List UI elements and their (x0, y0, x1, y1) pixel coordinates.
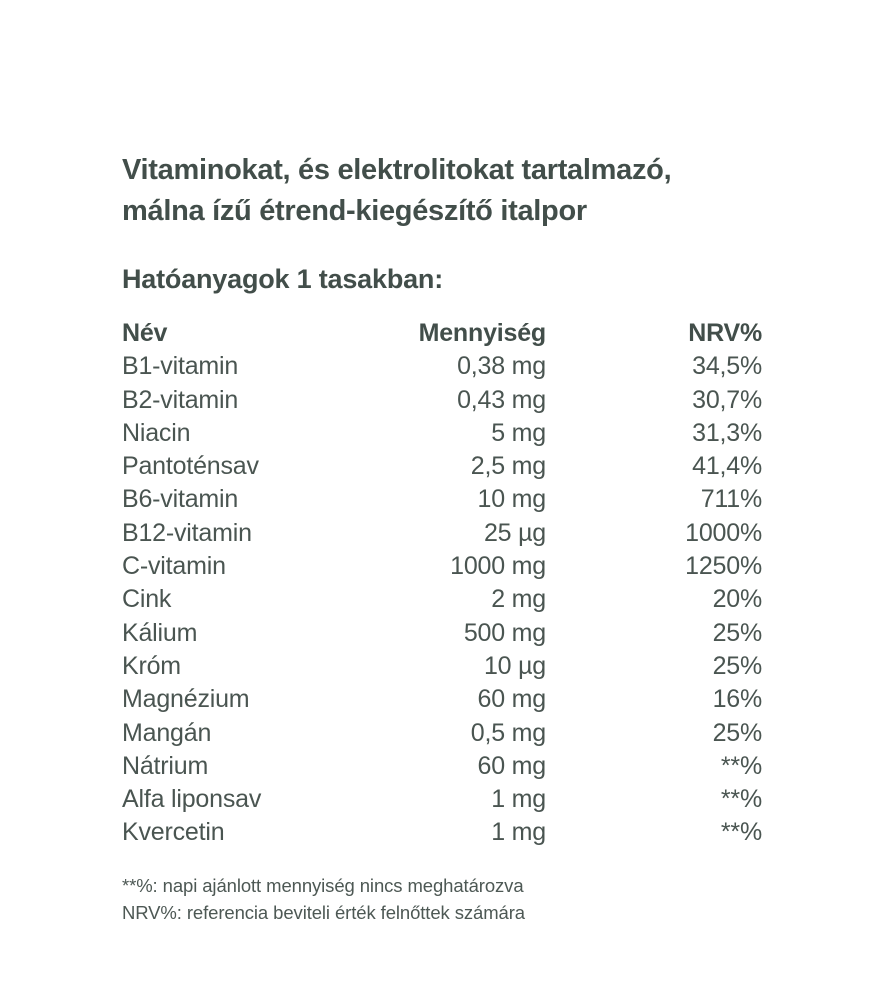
cell-name: Kálium (122, 618, 198, 647)
cell-nrv: 34,5% (692, 352, 762, 381)
cell-name: Nátrium (122, 751, 209, 780)
cell-name: Alfa liponsav (122, 785, 262, 814)
cell-amount: 2,5 mg (470, 452, 546, 481)
cell-name: Kvercetin (122, 818, 225, 847)
cell-name: B2-vitamin (122, 385, 239, 414)
cell-nrv: 25% (712, 618, 763, 647)
cell-name: B1-vitamin (122, 352, 239, 381)
table-header-row: Név Mennyiség NRV% (122, 319, 762, 352)
column-header-name: Név (122, 319, 168, 347)
cell-nrv: 1250% (685, 552, 762, 581)
table-row: Kálium 500 mg 25% (122, 619, 762, 652)
column-header-nrv: NRV% (688, 319, 762, 347)
product-title-line-2: málna ízű étrend-kiegészítő italpor (122, 195, 587, 227)
cell-amount: 0,5 mg (470, 718, 546, 747)
cell-nrv: 25% (712, 651, 763, 680)
table-row: B2-vitamin 0,43 mg 30,7% (122, 386, 762, 419)
cell-nrv: 30,7% (692, 385, 762, 414)
cell-name: B6-vitamin (122, 485, 239, 514)
table-row: B12-vitamin 25 µg 1000% (122, 519, 762, 552)
table-row: Mangán 0,5 mg 25% (122, 719, 762, 752)
cell-nrv: **% (720, 818, 762, 847)
footnote-daily-amount: **%: napi ajánlott mennyiség nincs megha… (122, 874, 524, 896)
cell-amount: 500 mg (463, 618, 546, 647)
footnote-nrv: NRV%: referencia beviteli érték felnőtte… (122, 901, 525, 923)
table-row: Alfa liponsav 1 mg **% (122, 785, 762, 818)
product-title: Vitaminokat, és elektrolitokat tartalmaz… (122, 150, 762, 232)
supplement-facts-panel: Vitaminokat, és elektrolitokat tartalmaz… (122, 150, 762, 926)
cell-amount: 10 mg (477, 485, 547, 514)
product-title-line-1: Vitaminokat, és elektrolitokat tartalmaz… (122, 154, 672, 186)
table-row: Niacin 5 mg 31,3% (122, 419, 762, 452)
table-row: Cink 2 mg 20% (122, 585, 762, 618)
table-row: Kvercetin 1 mg **% (122, 818, 762, 851)
cell-name: Pantoténsav (122, 452, 259, 481)
table-row: Nátrium 60 mg **% (122, 752, 762, 785)
cell-nrv: 1000% (685, 518, 762, 547)
cell-amount: 2 mg (491, 585, 546, 614)
table-row: B1-vitamin 0,38 mg 34,5% (122, 352, 762, 385)
cell-amount: 25 µg (483, 518, 546, 547)
cell-nrv: 16% (712, 685, 763, 714)
column-header-quantity: Mennyiség (418, 319, 547, 347)
cell-name: Magnézium (122, 685, 250, 714)
cell-amount: 60 mg (477, 751, 547, 780)
footnotes: **%: napi ajánlott mennyiség nincs megha… (122, 872, 762, 926)
cell-nrv: 41,4% (692, 452, 762, 481)
section-heading: Hatóanyagok 1 tasakban: (122, 264, 444, 294)
cell-amount: 5 mg (491, 418, 546, 447)
cell-name: Mangán (122, 718, 212, 747)
cell-amount: 10 µg (483, 651, 546, 680)
table-row: B6-vitamin 10 mg 711% (122, 485, 762, 518)
table-body: B1-vitamin 0,38 mg 34,5% B2-vitamin 0,43 mg 3… (122, 352, 762, 851)
cell-amount: 1000 mg (450, 552, 546, 581)
ingredients-table: Név Mennyiség NRV% B1-vitamin 0,38 mg 34,5… (122, 319, 762, 852)
cell-name: B12-vitamin (122, 518, 252, 547)
cell-nrv: 31,3% (692, 418, 762, 447)
cell-nrv: 20% (712, 585, 763, 614)
cell-amount: 0,38 mg (457, 352, 546, 381)
cell-name: Niacin (122, 418, 191, 447)
cell-nrv: **% (720, 751, 762, 780)
cell-amount: 60 mg (477, 685, 547, 714)
cell-nrv: 711% (700, 485, 762, 514)
cell-amount: 0,43 mg (457, 385, 546, 414)
cell-nrv: **% (720, 785, 762, 814)
cell-name: Cink (122, 585, 172, 614)
cell-amount: 1 mg (491, 818, 546, 847)
table-row: C-vitamin 1000 mg 1250% (122, 552, 762, 585)
cell-amount: 1 mg (491, 785, 546, 814)
cell-name: Króm (122, 651, 181, 680)
table-row: Pantoténsav 2,5 mg 41,4% (122, 452, 762, 485)
cell-name: C-vitamin (122, 552, 226, 581)
table-row: Króm 10 µg 25% (122, 652, 762, 685)
table-row: Magnézium 60 mg 16% (122, 685, 762, 718)
cell-nrv: 25% (712, 718, 763, 747)
